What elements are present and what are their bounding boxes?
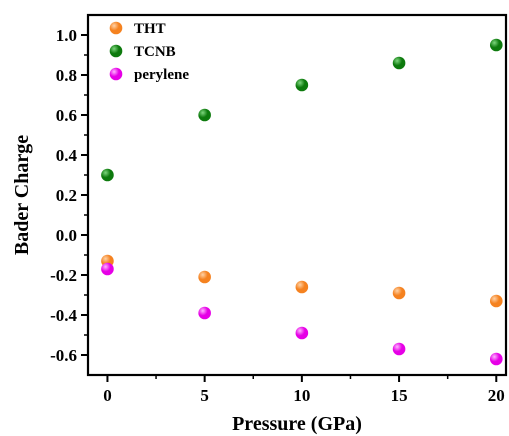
y-axis-title: Bader Charge	[11, 135, 33, 255]
data-point-perylene	[489, 352, 503, 366]
data-point-tht	[198, 270, 211, 284]
y-tick-label: 0.0	[56, 226, 77, 245]
data-point-perylene	[101, 262, 114, 276]
y-axis-ticks: -0.6 -0.4 -0.2 0.0 0.2 0.4 0.6 0.8 1.0	[50, 26, 88, 365]
x-tick-label: 15	[391, 386, 408, 405]
y-tick-label: 0.6	[56, 106, 77, 125]
y-tick-label: 0.8	[56, 66, 77, 85]
legend-label: TCNB	[134, 44, 176, 60]
data-point-tcnb	[101, 168, 114, 182]
y-tick-label: -0.4	[50, 306, 77, 325]
data-point-tcnb	[198, 108, 211, 122]
legend-marker	[109, 67, 123, 81]
data-point-tht	[392, 286, 406, 300]
legend-marker	[109, 44, 123, 58]
y-tick-label: 0.2	[56, 186, 77, 205]
y-tick-label: -0.2	[50, 266, 77, 285]
legend: THT TCNB perylene	[109, 21, 189, 83]
data-point-perylene	[198, 306, 211, 320]
y-tick-label: 1.0	[56, 26, 77, 45]
y-tick-label: -0.6	[50, 346, 77, 365]
data-point-tcnb	[392, 56, 406, 70]
legend-label: perylene	[134, 67, 189, 83]
data-markers	[101, 38, 503, 366]
x-tick-label: 20	[488, 386, 505, 405]
data-point-tcnb	[489, 38, 503, 52]
x-tick-label: 5	[200, 386, 209, 405]
x-tick-label: 0	[103, 386, 112, 405]
data-point-tht	[489, 294, 503, 308]
data-point-perylene	[295, 326, 309, 340]
legend-label: THT	[134, 21, 166, 37]
x-axis-title: Pressure (GPa)	[232, 413, 362, 435]
legend-marker	[109, 21, 123, 35]
data-point-tcnb	[295, 78, 309, 92]
y-tick-label: 0.4	[56, 146, 78, 165]
x-axis-ticks: 0 5 10 15 20	[103, 375, 505, 405]
data-point-perylene	[392, 342, 406, 356]
x-tick-label: 10	[293, 386, 310, 405]
data-point-tht	[295, 280, 309, 294]
